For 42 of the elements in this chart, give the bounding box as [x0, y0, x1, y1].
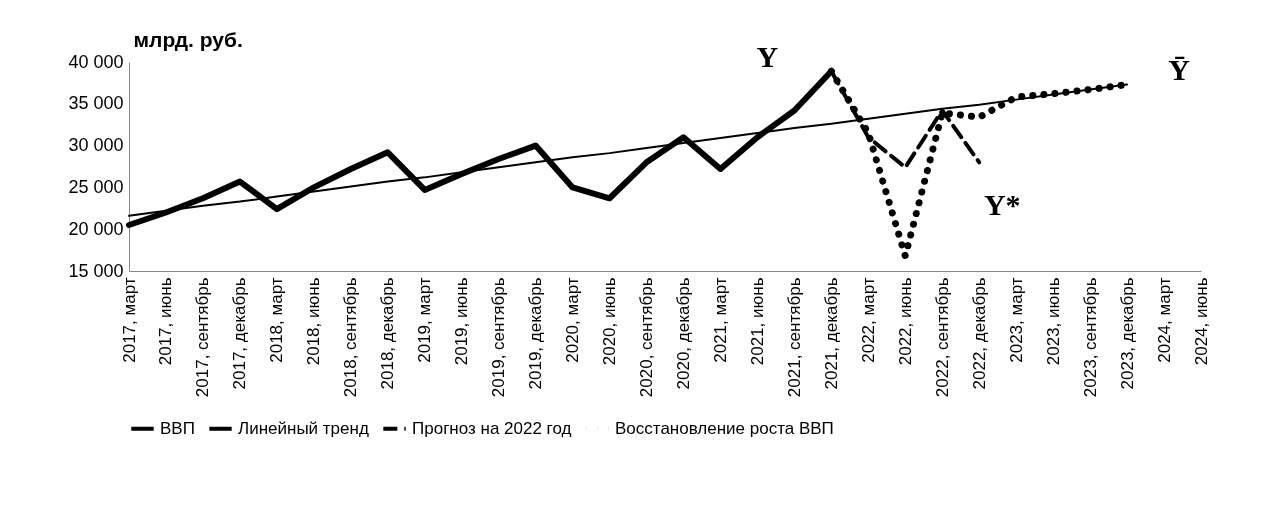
x-tick-label: 2020, сентябрь [637, 277, 657, 398]
x-tick-label: 2024, июнь [1191, 277, 1211, 366]
legend-label: Восстановление роста ВВП [615, 418, 834, 438]
legend-label: Прогноз на 2022 год [412, 418, 572, 438]
x-tick-label: 2023, март [1006, 277, 1026, 363]
x-tick-label: 2021, сентябрь [784, 277, 804, 398]
x-tick-label: 2019, июнь [452, 277, 472, 366]
annotation: Y [756, 40, 779, 74]
y-tick-label: 25 000 [68, 176, 124, 197]
x-tick-label: 2023, сентябрь [1080, 277, 1100, 398]
x-tick-label: 2019, март [415, 277, 435, 363]
x-tick-label: 2021, март [710, 277, 730, 363]
y-tick-label: 20 000 [68, 218, 124, 239]
x-tick-label: 2017, сентябрь [193, 277, 213, 398]
y-tick-label: 40 000 [68, 51, 124, 72]
annotation: Y* [983, 188, 1021, 222]
annotation: Ȳ [1168, 52, 1191, 86]
x-tick-label: 2020, март [563, 277, 583, 363]
legend-label: ВВП [160, 418, 195, 438]
x-tick-label: 2023, декабрь [1117, 277, 1137, 390]
x-tick-label: 2022, март [858, 277, 878, 363]
x-tick-label: 2018, декабрь [378, 277, 398, 390]
x-tick-label: 2019, декабрь [526, 277, 546, 390]
x-tick-label: 2018, март [267, 277, 287, 363]
x-tick-label: 2021, декабрь [821, 277, 841, 390]
x-tick-label: 2020, декабрь [673, 277, 693, 390]
x-tick-label: 2021, июнь [747, 277, 767, 366]
x-tick-label: 2017, декабрь [230, 277, 250, 390]
legend-label: Линейный тренд [238, 418, 369, 438]
x-tick-label: 2023, июнь [1043, 277, 1063, 366]
x-tick-label: 2017, июнь [156, 277, 176, 366]
x-tick-label: 2020, июнь [600, 277, 620, 366]
x-tick-label: 2019, сентябрь [489, 277, 509, 398]
y-tick-label: 35 000 [68, 93, 124, 114]
y-tick-label: 30 000 [68, 135, 124, 156]
x-tick-label: 2022, сентябрь [932, 277, 952, 398]
y-axis-title: млрд. руб. [133, 27, 243, 51]
x-tick-label: 2024, март [1154, 277, 1174, 363]
x-tick-label: 2018, сентябрь [341, 277, 361, 398]
x-tick-label: 2018, июнь [304, 277, 324, 366]
x-tick-label: 2022, декабрь [969, 277, 989, 390]
x-tick-label: 2022, июнь [895, 277, 915, 366]
